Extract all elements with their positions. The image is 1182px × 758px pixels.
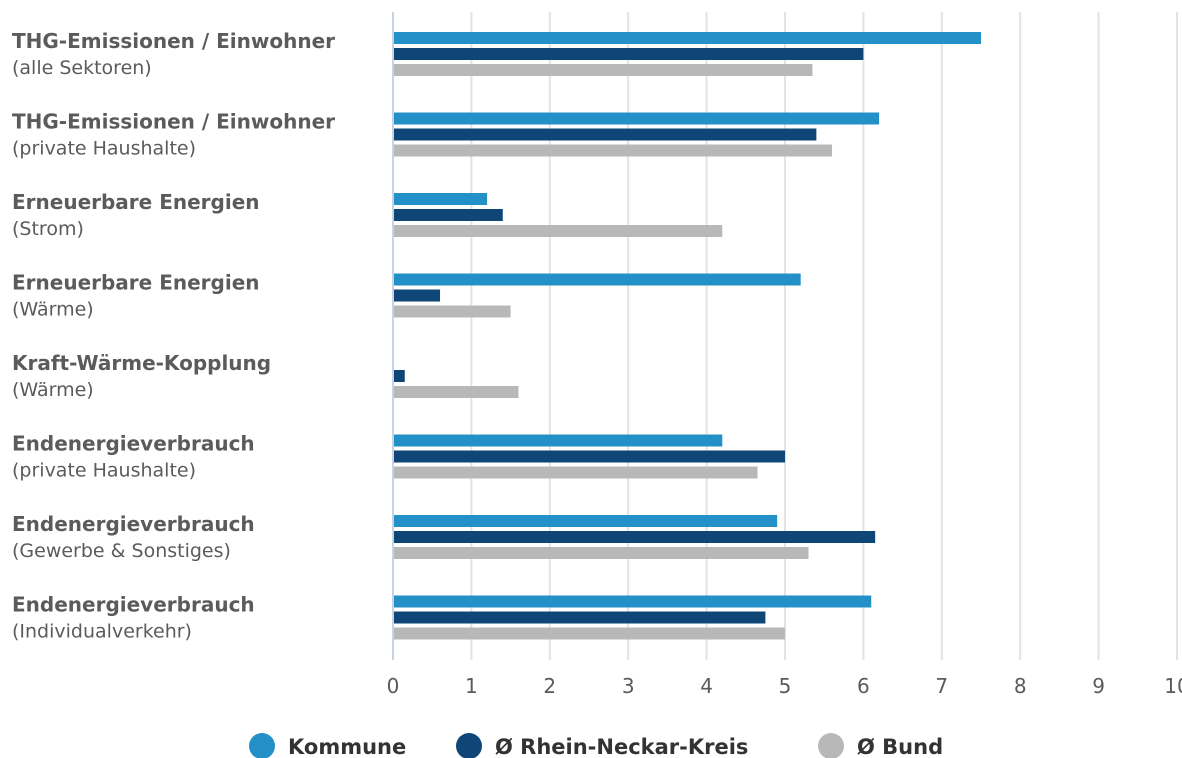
bar-rhein-neckar-kreis — [394, 611, 766, 624]
x-tick-label: 4 — [700, 674, 713, 698]
category-label-subtitle: (Gewerbe & Sonstiges) — [12, 540, 231, 562]
category-label-title: Endenergieverbrauch — [12, 432, 255, 456]
legend-label[interactable]: Kommune — [288, 735, 406, 758]
bar-rhein-neckar-kreis — [394, 450, 785, 463]
legend-swatch[interactable] — [249, 733, 275, 758]
category-label-title: THG-Emissionen / Einwohner — [12, 110, 335, 134]
category-label-title: Kraft-Wärme-Kopplung — [12, 351, 271, 375]
bar-kommune — [394, 32, 981, 44]
x-tick-label: 5 — [779, 674, 792, 698]
bar-bund — [394, 386, 519, 398]
legend-label[interactable]: Ø Bund — [857, 735, 943, 758]
x-tick-label: 7 — [935, 674, 948, 698]
category-label-subtitle: (private Haushalte) — [12, 138, 196, 160]
x-tick-label: 9 — [1092, 674, 1105, 698]
legend-swatch[interactable] — [818, 733, 844, 758]
category-label-title: Endenergieverbrauch — [12, 593, 255, 617]
x-tick-label: 10 — [1164, 674, 1182, 698]
bar-rhein-neckar-kreis — [394, 128, 817, 141]
bar-kommune — [394, 595, 872, 608]
x-tick-label: 2 — [543, 674, 556, 698]
bar-kommune — [394, 515, 778, 527]
bar-bund — [394, 627, 785, 640]
bar-rhein-neckar-kreis — [394, 209, 503, 221]
bar-bund — [394, 466, 758, 479]
bar-bund — [394, 305, 511, 318]
category-label-subtitle: (private Haushalte) — [12, 460, 196, 482]
category-label-subtitle: (Wärme) — [12, 299, 94, 321]
bar-rhein-neckar-kreis — [394, 531, 876, 543]
category-label-title: Erneuerbare Energien — [12, 271, 260, 295]
bar-bund — [394, 64, 813, 76]
legend-label[interactable]: Ø Rhein-Neckar-Kreis — [495, 735, 748, 758]
bar-kommune — [394, 112, 880, 125]
bar-bund — [394, 547, 809, 559]
category-label-subtitle: (Individualverkehr) — [12, 621, 192, 643]
category-label-subtitle: (Wärme) — [12, 379, 94, 401]
bar-bund — [394, 225, 723, 237]
x-tick-label: 8 — [1014, 674, 1027, 698]
bar-rhein-neckar-kreis — [394, 370, 405, 382]
bar-rhein-neckar-kreis — [394, 289, 441, 302]
bar-bund — [394, 144, 833, 157]
x-tick-label: 0 — [387, 674, 400, 698]
category-label-title: Erneuerbare Energien — [12, 190, 260, 214]
category-label-subtitle: (Strom) — [12, 218, 84, 240]
bar-kommune — [394, 273, 801, 286]
x-tick-label: 6 — [857, 674, 870, 698]
bar-kommune — [394, 193, 488, 205]
legend-swatch[interactable] — [456, 733, 482, 758]
bar-rhein-neckar-kreis — [394, 48, 864, 60]
category-label-title: THG-Emissionen / Einwohner — [12, 29, 335, 53]
category-label-title: Endenergieverbrauch — [12, 512, 255, 536]
x-tick-label: 1 — [465, 674, 478, 698]
category-label-subtitle: (alle Sektoren) — [12, 57, 152, 79]
bar-kommune — [394, 434, 723, 447]
x-tick-label: 3 — [622, 674, 635, 698]
